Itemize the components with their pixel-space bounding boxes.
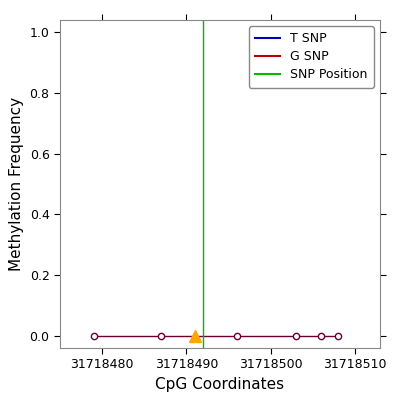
Y-axis label: Methylation Frequency: Methylation Frequency [9,97,24,271]
X-axis label: CpG Coordinates: CpG Coordinates [156,377,284,392]
Legend: T SNP, G SNP, SNP Position: T SNP, G SNP, SNP Position [249,26,374,88]
